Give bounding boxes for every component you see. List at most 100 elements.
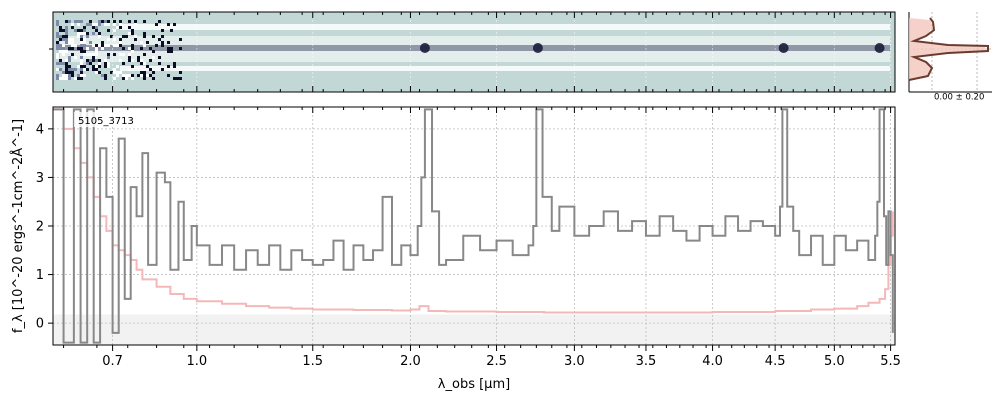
noise-pixel [80,77,83,80]
noise-pixel [56,62,59,65]
spectrum-2d-upper-band [120,24,890,30]
noise-pixel [92,56,95,59]
noise-pixel [95,53,98,56]
x-tick-label: 1.0 [186,354,207,369]
noise-pixel [128,59,131,62]
noise-pixel [116,44,119,47]
noise-pixel [98,62,101,65]
noise-pixel [107,62,110,65]
noise-pixel [179,47,182,50]
noise-pixel [89,53,92,56]
noise-pixel [116,71,119,74]
noise-pixel [62,74,65,77]
noise-pixel [80,59,83,62]
noise-pixel [56,47,59,50]
noise-pixel [95,26,98,29]
noise-pixel [152,77,155,80]
noise-pixel [134,38,137,41]
noise-pixel [80,32,83,35]
noise-pixel [92,32,95,35]
noise-pixel [98,44,101,47]
noise-pixel [131,29,134,32]
noise-pixel [107,65,110,68]
noise-pixel [80,47,83,50]
noise-pixel [143,53,146,56]
noise-pixel [77,32,80,35]
noise-pixel [65,59,68,62]
noise-pixel [167,23,170,26]
noise-pixel [65,68,68,71]
noise-pixel [83,29,86,32]
noise-pixel [179,38,182,41]
noise-pixel [98,35,101,38]
noise-pixel [122,53,125,56]
noise-pixel [119,44,122,47]
noise-pixel [173,77,176,80]
noise-pixel [62,71,65,74]
noise-pixel [131,47,134,50]
noise-pixel [134,23,137,26]
noise-pixel [59,38,62,41]
noise-pixel [65,77,68,80]
noise-pixel [71,47,74,50]
noise-pixel [104,65,107,68]
noise-pixel [176,77,179,80]
emission-blob [532,43,543,53]
flux-spectrum-line [53,108,894,344]
noise-pixel [80,62,83,65]
noise-pixel [77,65,80,68]
profile-line [908,17,989,81]
noise-pixel [74,77,77,80]
noise-pixel [152,35,155,38]
noise-pixel [101,41,104,44]
noise-pixel [56,20,59,23]
noise-pixel [56,53,59,56]
noise-pixel [83,44,86,47]
noise-pixel [71,53,74,56]
noise-pixel [77,74,80,77]
zero-error-band [53,314,895,345]
noise-pixel [131,32,134,35]
noise-pixel [83,74,86,77]
noise-pixel [74,20,77,23]
noise-pixel [86,59,89,62]
noise-pixel [119,38,122,41]
noise-pixel [65,74,68,77]
noise-pixel [89,41,92,44]
noise-pixel [110,71,113,74]
x-tick-label: 3.0 [564,354,585,369]
noise-pixel [161,44,164,47]
noise-pixel [161,41,164,44]
noise-pixel [98,65,101,68]
x-tick-label: 3.5 [636,354,657,369]
noise-pixel [158,38,161,41]
noise-pixel [131,44,134,47]
noise-pixel [65,62,68,65]
noise-pixel [83,50,86,53]
noise-pixel [125,35,128,38]
noise-pixel [155,23,158,26]
noise-pixel [116,65,119,68]
y-tick-label: 1 [36,268,44,283]
spectrum-2d-noise [56,20,182,80]
noise-pixel [92,23,95,26]
object-id-label: 5105_3713 [78,116,134,127]
noise-pixel [83,32,86,35]
noise-pixel [77,77,80,80]
noise-pixel [143,44,146,47]
noise-pixel [56,41,59,44]
noise-pixel [65,26,68,29]
noise-pixel [80,65,83,68]
noise-pixel [101,44,104,47]
noise-pixel [128,32,131,35]
noise-pixel [68,59,71,62]
noise-pixel [104,44,107,47]
x-tick-label: 1.5 [302,354,323,369]
noise-pixel [56,77,59,80]
noise-pixel [77,47,80,50]
noise-pixel [86,68,89,71]
noise-pixel [59,47,62,50]
noise-pixel [170,47,173,50]
noise-pixel [68,71,71,74]
noise-pixel [59,50,62,53]
